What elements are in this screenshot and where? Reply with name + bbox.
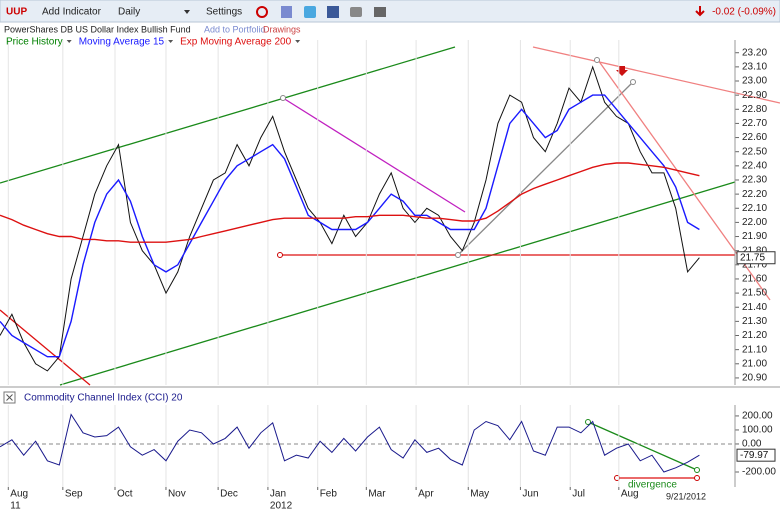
- y-tick-label: 22.60: [742, 132, 767, 143]
- series-line: [0, 162, 700, 243]
- close-x[interactable]: [6, 394, 13, 401]
- add-to-portfolio[interactable]: Add to Portfolio: [204, 24, 266, 34]
- x-tick-label: Oct: [117, 489, 133, 500]
- x-tick-label: Apr: [418, 489, 434, 500]
- interval[interactable]: Daily: [118, 7, 140, 18]
- facebook-icon[interactable]: [327, 6, 339, 18]
- trend-line: [0, 46, 456, 184]
- y-tick-label: 22.00: [742, 217, 767, 228]
- y-tick-label: 21.10: [742, 344, 767, 355]
- panel-title: Commodity Channel Index (CCI) 20: [24, 393, 183, 404]
- y-tick-label: 21.90: [742, 231, 767, 242]
- x-tick-label: Jun: [522, 489, 538, 500]
- y-tick-label: 21.50: [742, 288, 767, 299]
- portfolio-icon[interactable]: [281, 6, 292, 18]
- y-tick-label: 21.40: [742, 302, 767, 313]
- legend-dropdown: [295, 40, 301, 43]
- divergence-line: [587, 421, 698, 471]
- anchor[interactable]: [694, 467, 700, 473]
- x-tick-label: Jan: [270, 489, 286, 500]
- y-tick-label: 21.00: [742, 358, 767, 369]
- y-tick-label: 22.90: [742, 90, 767, 101]
- x-tick-label: Feb: [320, 489, 338, 500]
- last-value-box: [736, 251, 776, 265]
- fund-name: PowerShares DB US Dollar Index Bullish F…: [4, 24, 191, 34]
- y-tick-label: 21.60: [742, 274, 767, 285]
- drawings[interactable]: Drawings: [263, 24, 301, 34]
- dropdown-arrow[interactable]: [184, 10, 190, 14]
- y-tick-label: 21.20: [742, 330, 767, 341]
- trend-line: [59, 181, 736, 386]
- x-tick-label: Sep: [65, 489, 83, 500]
- series-line: [0, 413, 700, 473]
- x-tick-label: Aug: [10, 489, 28, 500]
- trend-line: [457, 81, 634, 256]
- y-tick-label: 200.00: [742, 411, 773, 422]
- drawings-layer: [0, 46, 780, 481]
- legend-entry: Moving Average 15: [79, 37, 165, 48]
- y-tick-label: 21.80: [742, 245, 767, 256]
- x-tick-label: Jul: [572, 489, 585, 500]
- trend-line: [532, 46, 780, 104]
- twitter-icon[interactable]: [304, 6, 316, 18]
- y-tick-label: 23.00: [742, 76, 767, 87]
- last-value-label: -79.97: [740, 450, 769, 461]
- y-tick-label: -200.00: [742, 467, 776, 478]
- y-tick-label: 22.40: [742, 160, 767, 171]
- toolbar: [0, 0, 780, 23]
- legend-dropdown: [66, 40, 72, 43]
- y-tick-label: 21.70: [742, 259, 767, 270]
- y-tick-label: 100.00: [742, 425, 773, 436]
- anchor[interactable]: [594, 57, 600, 63]
- print-icon[interactable]: [374, 7, 386, 17]
- settings[interactable]: Settings: [206, 7, 242, 18]
- y-tick-label: 22.30: [742, 175, 767, 186]
- annotation: divergence: [628, 480, 677, 491]
- y-tick-label: 21.30: [742, 316, 767, 327]
- anchor[interactable]: [455, 252, 461, 258]
- series-line: [0, 65, 700, 372]
- anchor[interactable]: [280, 95, 286, 101]
- alarm-icon[interactable]: [256, 6, 268, 18]
- last-value-box: [736, 448, 776, 462]
- y-tick-label: 22.70: [742, 118, 767, 129]
- y-tick-label: 22.20: [742, 189, 767, 200]
- trend-line: [282, 97, 466, 213]
- anchor[interactable]: [614, 475, 620, 481]
- anchor[interactable]: [585, 419, 591, 425]
- legend-dropdown: [168, 40, 174, 43]
- y-tick-label: 0.00: [742, 439, 762, 450]
- anchor[interactable]: [630, 79, 636, 85]
- x-tick-label: Mar: [368, 489, 386, 500]
- y-tick-label: 20.90: [742, 373, 767, 384]
- price-change: -0.02 (-0.09%): [712, 7, 776, 18]
- x-tick-label: Aug: [621, 489, 639, 500]
- x-tick-label: Dec: [220, 489, 238, 500]
- y-tick-label: 22.50: [742, 146, 767, 157]
- down-arrow: [695, 6, 705, 17]
- y-tick-label: 23.10: [742, 62, 767, 73]
- trend-line: [0, 309, 91, 386]
- camera-icon[interactable]: [350, 7, 362, 17]
- date-label: 9/21/2012: [666, 491, 706, 501]
- y-tick-label: 22.80: [742, 104, 767, 115]
- x-tick-label: Nov: [168, 489, 186, 500]
- series-line: [0, 94, 700, 358]
- x-tick-label: May: [470, 489, 489, 500]
- last-value-label: 21.75: [740, 252, 765, 263]
- anchor[interactable]: [694, 475, 700, 481]
- anchor[interactable]: [277, 252, 283, 258]
- legend-entry: Price History: [6, 37, 63, 48]
- add-indicator[interactable]: Add Indicator: [42, 7, 102, 18]
- legend-entry: Exp Moving Average 200: [180, 37, 291, 48]
- y-tick-label: 23.20: [742, 47, 767, 58]
- y-tick-label: 22.10: [742, 203, 767, 214]
- year-label: 2012: [270, 501, 293, 512]
- year-label: 11: [10, 501, 21, 512]
- symbol[interactable]: UUP: [6, 7, 27, 18]
